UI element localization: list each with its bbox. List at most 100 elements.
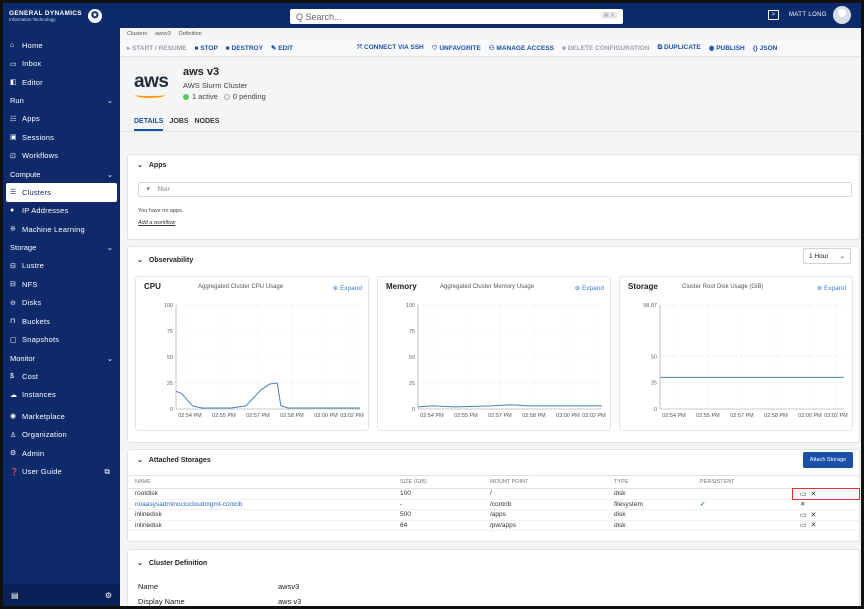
sidebar-section-monitor[interactable]: Monitor ⌄ [3, 349, 120, 367]
sidebar-item-clusters[interactable]: ☰ Clusters [6, 183, 117, 202]
settings-icon[interactable]: ⚙ [104, 590, 112, 600]
logo-text: aws [134, 71, 169, 92]
unfavorite-button[interactable]: ♡ UNFAVORITE [431, 45, 481, 52]
sidebar-item-sessions[interactable]: ▣ Sessions [3, 128, 120, 147]
column-header[interactable]: SIZE (GIB) [393, 475, 483, 489]
sidebar-item-label: Workflows [22, 151, 59, 161]
sidebar-item-cost[interactable]: $ Cost [3, 367, 120, 386]
expand-button[interactable]: ⊕ Expand [816, 285, 846, 292]
time-range-value: 1 Hour [809, 252, 829, 260]
attach-storage-button[interactable]: Attach Storage [803, 452, 853, 468]
sidebar-item-machine-learning[interactable]: ❊ Machine Learning [3, 220, 120, 239]
home-icon: ⌂ [10, 41, 15, 49]
apps-filter-input[interactable]: ▼ filter [138, 182, 852, 197]
collapse-icon[interactable]: ▤ [11, 590, 19, 600]
column-header[interactable]: TYPE [607, 475, 693, 489]
connect-ssh-button[interactable]: ⤧ CONNECT VIA SSH [357, 44, 424, 51]
sidebar-item-apps[interactable]: ☷ Apps [3, 110, 120, 129]
table-row[interactable]: inlinedisk 64 /pw/apps disk ▭ ✕ [128, 520, 859, 531]
no-apps-text: You have no apps. [138, 208, 184, 214]
search-input[interactable]: Q Search... ⌘ K [290, 9, 623, 24]
row-actions[interactable]: ▭ ✕ [793, 520, 859, 531]
breadcrumb-item[interactable]: Clusters [127, 31, 148, 37]
table-row[interactable]: noaasysadminociocloudmgmt-contrib - /con… [128, 499, 859, 510]
sidebar-item-lustre[interactable]: ⊟ Lustre [3, 257, 120, 276]
definition-header[interactable]: ⌄ Cluster Definition [128, 553, 859, 573]
sidebar-section-storage[interactable]: Storage ⌄ [3, 239, 120, 257]
row-actions[interactable]: ✕ [793, 499, 859, 510]
cluster-status: 1 active 0 pending [183, 92, 266, 101]
sidebar-item-workflows[interactable]: ⊡ Workflows [3, 147, 120, 166]
json-button[interactable]: {} JSON [752, 44, 778, 52]
attached-storages-card: ⌄ Attached Storages Attach Storage NAME S… [127, 449, 860, 542]
sidebar-section-run[interactable]: Run ⌄ [3, 92, 120, 110]
column-header[interactable]: PERSISTENT [693, 475, 793, 489]
sidebar-section-compute[interactable]: Compute ⌄ [3, 165, 120, 183]
sidebar-item-instances[interactable]: ☁ Instances [3, 386, 120, 405]
cell-name-link[interactable]: noaasysadminociocloudmgmt-contrib [128, 499, 393, 510]
breadcrumb-item[interactable]: awsv3 [155, 31, 171, 37]
sidebar-item-snapshots[interactable]: ▢ Snapshots [3, 331, 120, 350]
edit-button[interactable]: ✎ EDIT [270, 45, 294, 52]
x-tick-label: 02:57 PM [488, 413, 512, 419]
manage-access-button[interactable]: ⚇ MANAGE ACCESS [488, 45, 554, 52]
stop-button[interactable]: ■ STOP [194, 44, 218, 52]
x-tick-label: 02:54 PM [662, 413, 686, 419]
brand-logo[interactable]: GENERAL DYNAMICS Information Technology … [3, 3, 120, 28]
cell-persistent-check-icon: ✔ [693, 499, 793, 510]
x-tick-label: 02:57 PM [730, 413, 754, 419]
terminal-icon[interactable]: > [767, 10, 779, 20]
publish-button[interactable]: ◉ PUBLISH [708, 45, 745, 52]
storages-header[interactable]: ⌄ Attached Storages [128, 450, 859, 470]
card-title: Cluster Definition [148, 559, 208, 567]
sidebar-item-editor[interactable]: ◧ Editor [3, 73, 120, 92]
observability-header[interactable]: ⌄ Observability [128, 250, 859, 270]
snapshots-icon: ▢ [10, 336, 17, 344]
row-actions[interactable]: ▭ ✕ [793, 509, 859, 521]
start-resume-button[interactable]: ▸ START / RESUME [127, 45, 187, 52]
row-actions[interactable]: ▭ ✕ [792, 487, 860, 500]
sidebar-item-home[interactable]: ⌂ Home [3, 36, 120, 55]
y-tick-label: 75 [409, 329, 415, 335]
user-menu[interactable]: > MATT LONG [767, 6, 851, 24]
delete-configuration-button[interactable]: ■ DELETE CONFIGURATION [561, 44, 650, 52]
column-header[interactable]: NAME [128, 475, 393, 489]
sidebar-item-nfs[interactable]: ⊟ NFS [3, 275, 120, 294]
expand-button[interactable]: ⊕ Expand [332, 285, 362, 292]
tab-nodes[interactable]: NODES [194, 118, 220, 125]
sidebar-item-label: Buckets [22, 316, 51, 326]
filter-placeholder: filter [157, 186, 170, 193]
definition-row: Display Name aws v3 [138, 597, 301, 606]
x-tick-label: 02:55 PM [696, 413, 720, 419]
cell-persistent [693, 520, 793, 531]
pending-count: 0 pending [232, 92, 266, 101]
duplicate-button[interactable]: ⧉ DUPLICATE [657, 44, 701, 51]
table-row[interactable]: rootdisk 100 / disk ▭ ✕ [128, 487, 860, 500]
sidebar-item-admin[interactable]: ⚙ Admin [3, 444, 120, 463]
add-workflow-link[interactable]: Add a workflow [138, 220, 176, 226]
expand-button[interactable]: ⊕ Expand [574, 285, 604, 292]
avatar[interactable] [833, 6, 851, 24]
column-header[interactable]: MOUNT POINT [483, 475, 607, 489]
sidebar-item-disks[interactable]: ⊖ Disks [3, 294, 120, 313]
cell-name: inlinedisk [128, 520, 393, 531]
disks-icon: ⊖ [10, 299, 17, 307]
sidebar-item-organization[interactable]: ♙ Organization [3, 426, 120, 445]
destroy-button[interactable]: ■ DESTROY [225, 44, 263, 52]
tab-details[interactable]: DETAILS [134, 118, 164, 131]
sidebar-item-label: Machine Learning [22, 224, 85, 234]
observability-card: ⌄ Observability 1 Hour ⌄ 0 25 50 75 100 02:54 P… [127, 246, 860, 443]
active-dot-icon [183, 93, 189, 100]
sidebar-item-buckets[interactable]: ⊓ Buckets [3, 312, 120, 331]
x-tick-label: 02:57 PM [246, 413, 270, 419]
time-range-select[interactable]: 1 Hour ⌄ [803, 248, 851, 264]
table-row[interactable]: inlinedisk 500 /apps disk ▭ ✕ [128, 509, 859, 521]
sidebar-item-ip-addresses[interactable]: ● IP Addresses [3, 202, 120, 221]
sidebar-item-user-guide[interactable]: ❓ User Guide ⧉ [3, 463, 120, 482]
apps-header[interactable]: ⌄ Apps [128, 155, 859, 175]
action-toolbar: ▸ START / RESUME ■ STOP ■ DESTROY ✎ EDIT… [120, 40, 861, 57]
sidebar-item-marketplace[interactable]: ◉ Marketplace [3, 407, 120, 426]
sidebar-item-inbox[interactable]: ▭ Inbox [3, 55, 120, 74]
tab-jobs[interactable]: JOBS [169, 118, 189, 125]
